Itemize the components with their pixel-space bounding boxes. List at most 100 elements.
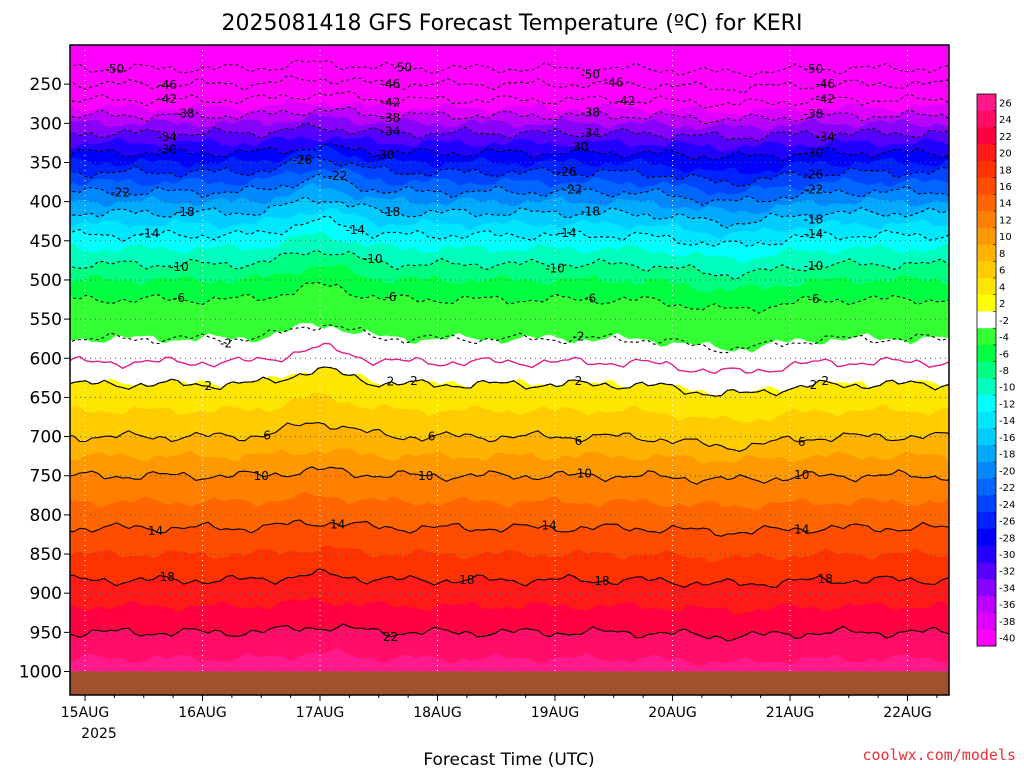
contour-label: 6 (428, 429, 436, 443)
contour-label: 10 (794, 468, 809, 482)
colorbar-swatch (977, 478, 996, 496)
contour-label: -10 (545, 262, 565, 276)
colorbar-swatch (977, 562, 996, 580)
colorbar-label: -28 (999, 533, 1015, 544)
colorbar-label: -18 (999, 450, 1015, 461)
colorbar: 26 24 22 20 18 16 14 12 10 8 6 4 2 -2 -4 -6 -8 -10 -12 -14 -… (976, 93, 1015, 647)
colorbar-swatch (977, 177, 996, 195)
colorbar-swatch (977, 545, 996, 563)
colorbar-swatch (977, 244, 996, 262)
colorbar-label: 20 (999, 149, 1012, 160)
contour-label: -42 (616, 94, 636, 108)
colorbar-label: 24 (999, 115, 1012, 126)
contour-label: 22 (383, 630, 398, 644)
contour-label: -22 (328, 169, 348, 183)
colorbar-label: -16 (999, 433, 1015, 444)
x-tick-label: 17AUG (296, 705, 345, 721)
y-tick-label: 850 (30, 545, 62, 565)
contour-label: -26 (293, 153, 313, 167)
contour-label: -38 (580, 105, 600, 119)
contour-label: -26 (557, 165, 577, 179)
colorbar-label: 6 (999, 266, 1005, 277)
x-tick-label: 22AUG (883, 705, 932, 721)
contour-label: 2 (387, 375, 395, 389)
contour-label: 2 (575, 374, 583, 388)
plot-area: -50 -50-50 -50-46 -46 -46 -46-42 -42 -42 -42-38-… (70, 45, 949, 695)
contour-label: -30 (569, 140, 589, 154)
colorbar-label: -2 (999, 316, 1009, 327)
contour-label: 2 (205, 379, 213, 393)
colorbar-swatch (977, 411, 996, 430)
contour-label: -6 (173, 291, 185, 305)
contour-label: -2 (220, 336, 232, 350)
colorbar-label: -32 (999, 567, 1015, 578)
y-axis: 250 300 350 400 450 500 550 600 650 700 750 800 850 9… (19, 75, 70, 683)
colorbar-swatch (977, 361, 996, 379)
contour-line (70, 281, 949, 314)
contour-label: 10 (418, 469, 433, 483)
x-tick-label: 20AUG (648, 705, 697, 721)
colorbar-swatch (977, 144, 996, 162)
contour-line (70, 121, 949, 142)
contour-line (70, 173, 949, 207)
contour-label: -46 (157, 78, 177, 92)
colorbar-label: -8 (999, 366, 1009, 377)
contour-label: -18 (175, 205, 195, 219)
colorbar-swatch (977, 261, 996, 279)
contour-label: 14 (148, 524, 163, 538)
gridlines (70, 45, 949, 695)
contour-label: -26 (804, 168, 824, 182)
colorbar-label: 22 (999, 132, 1012, 143)
colorbar-label: 14 (999, 199, 1012, 210)
colorbar-swatch (977, 495, 996, 513)
contour-label: -46 (815, 77, 835, 91)
colorbar-label: 2 (999, 299, 1005, 310)
colorbar-label: -10 (999, 383, 1015, 394)
plot-frame (69, 44, 950, 696)
contour-label: -6 (808, 292, 820, 306)
contour-line (70, 623, 949, 642)
colorbar-label: -40 (999, 634, 1015, 645)
contour-line (70, 422, 949, 452)
contour-line (70, 568, 949, 588)
y-tick-label: 900 (30, 584, 62, 604)
x-tick-label: 18AUG (413, 705, 462, 721)
contour-line (70, 74, 949, 93)
y-tick-label: 550 (30, 310, 62, 330)
contour-label: -34 (580, 126, 600, 140)
contour-label: 18 (818, 572, 833, 586)
y-tick-label: 250 (30, 75, 62, 95)
colorbar-label: -4 (999, 333, 1009, 344)
colorbar-swatch (977, 462, 996, 480)
contour-label: 10 (577, 467, 592, 481)
colorbar-swatch (977, 94, 996, 112)
contour-line (70, 342, 949, 374)
colorbar-swatch (977, 445, 996, 463)
colorbar-label: -38 (999, 617, 1015, 628)
contour-label: 18 (160, 570, 175, 584)
colorbar-swatch (977, 428, 996, 446)
contour-label: -34 (815, 130, 835, 144)
colorbar-swatch (977, 328, 996, 346)
contour-line (70, 215, 949, 247)
contour-label: -6 (385, 290, 397, 304)
colorbar-label: -26 (999, 517, 1015, 528)
colorbar-label: 16 (999, 182, 1012, 193)
contour-line (70, 59, 949, 78)
y-tick-label: 1000 (19, 663, 62, 683)
contour-label: -2 (573, 329, 585, 343)
contour-label: -42 (157, 92, 177, 106)
contour-label: -50 (105, 62, 125, 76)
colorbar-label: -20 (999, 466, 1015, 477)
colorbar-label: -6 (999, 349, 1009, 360)
contour-line (70, 466, 949, 485)
contour-label: -14 (140, 226, 160, 240)
contour-label: -46 (604, 75, 624, 89)
contour-label: -46 (381, 77, 401, 91)
contour-label: -22 (110, 185, 130, 199)
contour-line (70, 91, 949, 109)
contour-label: -30 (157, 142, 177, 156)
colorbar-swatch (977, 110, 996, 128)
colorbar-swatch (977, 211, 996, 229)
